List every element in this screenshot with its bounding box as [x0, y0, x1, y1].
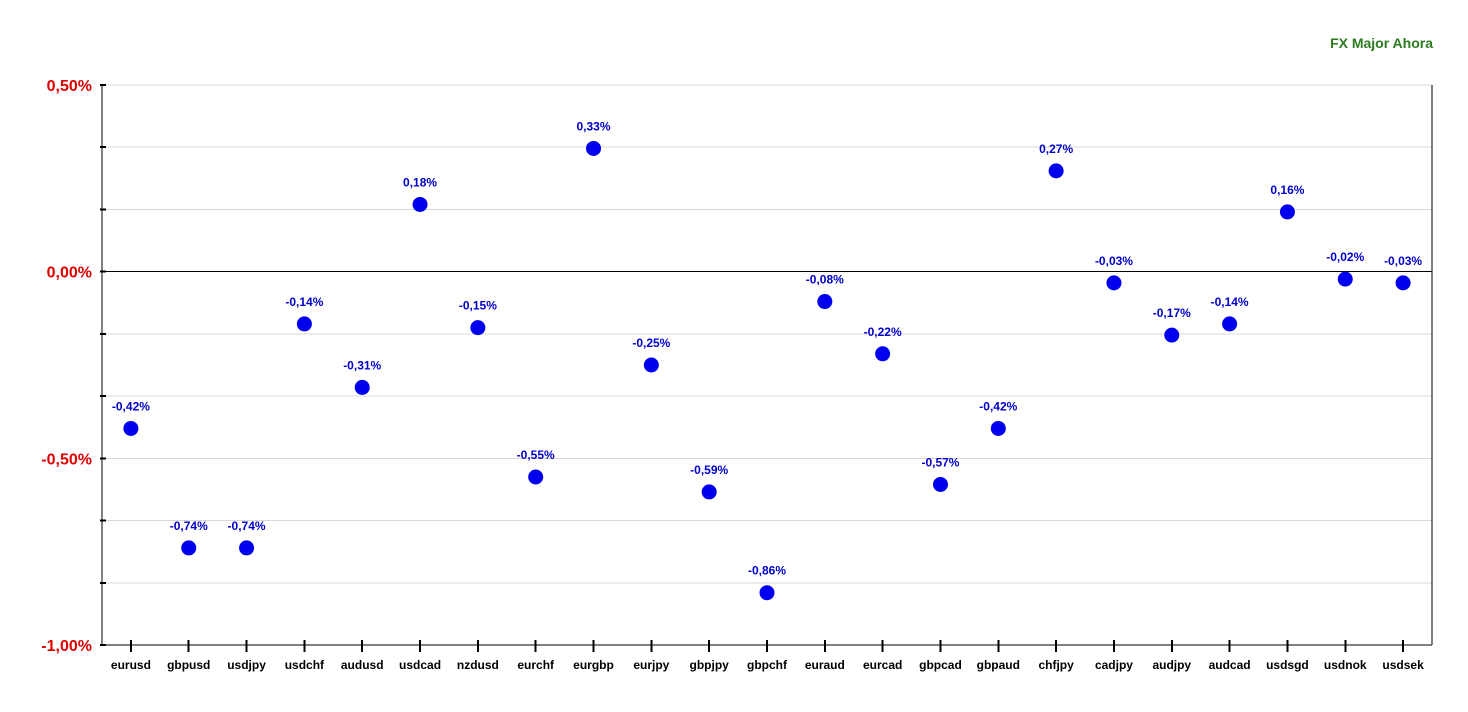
x-tick-label: gbpchf: [747, 658, 788, 672]
x-tick-label: usdsek: [1382, 658, 1424, 672]
data-label: -0,08%: [806, 273, 844, 287]
data-point: [759, 585, 775, 601]
data-label: 0,16%: [1270, 183, 1304, 197]
data-point: [470, 320, 486, 336]
data-label: -0,02%: [1326, 250, 1364, 264]
data-label: -0,31%: [343, 358, 381, 372]
x-tick-label: gbpjpy: [690, 658, 730, 672]
data-point: [412, 196, 428, 212]
x-tick-label: usdjpy: [227, 658, 266, 672]
data-point: [296, 316, 312, 332]
data-point: [1048, 163, 1064, 179]
data-label: -0,57%: [921, 455, 959, 469]
data-point: [875, 346, 891, 362]
data-point: [1106, 275, 1122, 291]
data-label: -0,42%: [112, 399, 150, 413]
x-tick-label: euraud: [805, 658, 845, 672]
data-label: -0,74%: [170, 519, 208, 533]
data-point: [586, 140, 602, 156]
x-tick-label: chfjpy: [1038, 658, 1074, 672]
x-tick-label: usdsgd: [1266, 658, 1309, 672]
data-point: [1279, 204, 1295, 220]
data-label: -0,14%: [1211, 295, 1249, 309]
y-tick-label: -0,50%: [41, 451, 92, 468]
data-label: -0,25%: [632, 336, 670, 350]
x-tick-label: audjpy: [1152, 658, 1191, 672]
data-label: -0,17%: [1153, 306, 1191, 320]
data-point: [528, 469, 544, 485]
x-tick-label: audcad: [1209, 658, 1251, 672]
data-point: [1395, 275, 1411, 291]
x-tick-label: gbpcad: [919, 658, 962, 672]
y-tick-label: -1,00%: [41, 638, 92, 655]
chart-title: FX Major Ahora: [1330, 35, 1433, 51]
y-tick-label: 0,50%: [47, 78, 92, 95]
data-point: [123, 420, 139, 436]
data-label: 0,33%: [577, 119, 611, 133]
x-tick-label: cadjpy: [1095, 658, 1133, 672]
y-tick-label: 0,00%: [47, 265, 92, 282]
data-label: 0,27%: [1039, 142, 1073, 156]
x-tick-label: eurgbp: [573, 658, 614, 672]
data-label: -0,14%: [285, 295, 323, 309]
data-label: -0,42%: [979, 399, 1017, 413]
data-point: [239, 540, 255, 556]
data-point: [817, 294, 833, 310]
x-tick-label: gbpaud: [977, 658, 1020, 672]
x-tick-label: eurchf: [517, 658, 555, 672]
data-point: [932, 476, 948, 492]
x-tick-label: eurjpy: [633, 658, 669, 672]
x-tick-label: eurcad: [863, 658, 902, 672]
data-label: 0,18%: [403, 175, 437, 189]
x-tick-label: usdchf: [285, 658, 325, 672]
data-label: -0,74%: [228, 519, 266, 533]
data-point: [990, 420, 1006, 436]
data-point: [181, 540, 197, 556]
x-tick-label: nzdusd: [457, 658, 499, 672]
data-point: [354, 379, 370, 395]
data-label: -0,03%: [1095, 254, 1133, 268]
x-tick-label: audusd: [341, 658, 384, 672]
data-point: [701, 484, 717, 500]
data-label: -0,55%: [517, 448, 555, 462]
x-tick-label: usdnok: [1324, 658, 1367, 672]
x-tick-label: usdcad: [399, 658, 441, 672]
data-point: [1222, 316, 1238, 332]
data-point: [1337, 271, 1353, 287]
data-label: -0,86%: [748, 564, 786, 578]
data-label: -0,15%: [459, 299, 497, 313]
x-tick-label: eurusd: [111, 658, 151, 672]
data-point: [1164, 327, 1180, 343]
data-label: -0,59%: [690, 463, 728, 477]
data-label: -0,22%: [864, 325, 902, 339]
x-tick-label: gbpusd: [167, 658, 210, 672]
data-point: [643, 357, 659, 373]
data-label: -0,03%: [1384, 254, 1422, 268]
